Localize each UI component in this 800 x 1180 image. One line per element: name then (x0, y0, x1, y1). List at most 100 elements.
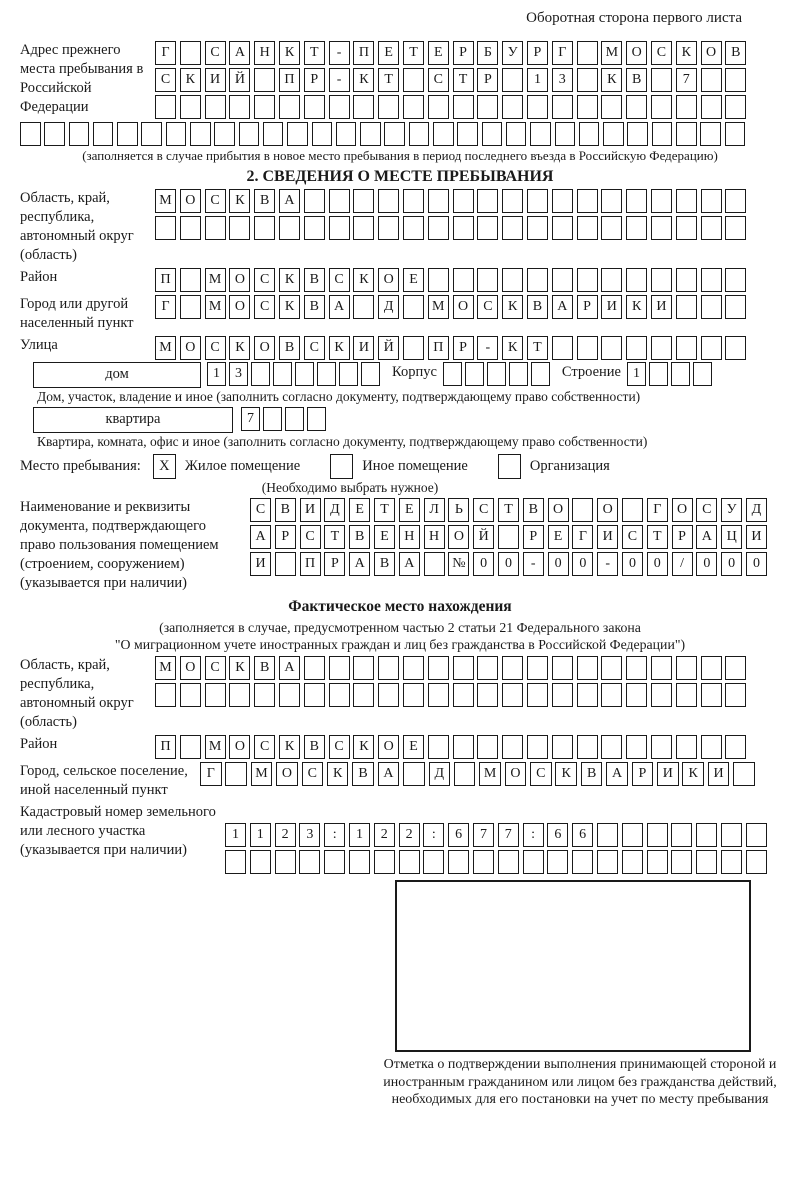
char-cell[interactable] (601, 335, 623, 360)
char-cell[interactable]: П (278, 68, 300, 92)
char-cell[interactable]: 3 (299, 822, 321, 847)
char-cell[interactable]: Г (551, 41, 573, 65)
char-cell[interactable] (457, 122, 478, 146)
char-cell[interactable] (402, 216, 424, 240)
char-cell[interactable] (578, 122, 600, 146)
char-cell[interactable]: 6 (547, 822, 569, 847)
char-cell[interactable]: Р (631, 761, 654, 786)
char-cell[interactable] (361, 361, 380, 386)
char-cell[interactable] (179, 41, 201, 65)
char-cell[interactable]: К (229, 656, 251, 681)
char-cell[interactable]: / (671, 551, 693, 576)
char-cell[interactable] (601, 683, 623, 708)
char-cell[interactable]: П (427, 335, 449, 360)
char-cell[interactable]: 3 (229, 361, 248, 386)
char-cell[interactable] (262, 122, 284, 146)
char-cell[interactable] (596, 849, 618, 874)
char-cell[interactable] (303, 683, 325, 708)
char-cell[interactable] (427, 189, 449, 213)
char-cell[interactable] (339, 361, 358, 386)
char-cell[interactable] (675, 294, 697, 319)
char-cell[interactable] (502, 683, 524, 708)
char-cell[interactable]: Ь (448, 497, 470, 522)
char-cell[interactable] (650, 683, 672, 708)
char-cell[interactable] (551, 95, 573, 119)
char-cell[interactable]: О (276, 761, 298, 786)
char-cell[interactable] (427, 95, 449, 119)
char-cell[interactable]: : (423, 822, 445, 847)
char-cell[interactable]: 1 (626, 361, 646, 386)
char-cell[interactable]: К (229, 189, 251, 213)
char-cell[interactable] (204, 683, 226, 708)
char-cell[interactable]: К (229, 335, 251, 360)
char-cell[interactable]: К (601, 68, 623, 92)
char-cell[interactable]: 0 (473, 551, 495, 576)
char-cell[interactable]: Е (547, 524, 569, 549)
char-cell[interactable] (179, 95, 201, 119)
char-cell[interactable]: - (477, 335, 499, 360)
char-cell[interactable]: Р (522, 524, 544, 549)
char-cell[interactable] (621, 497, 643, 522)
char-cell[interactable] (427, 656, 449, 681)
char-cell[interactable] (650, 267, 672, 292)
char-cell[interactable]: Р (324, 551, 346, 576)
char-cell[interactable]: Р (576, 294, 598, 319)
char-cell[interactable]: А (696, 524, 718, 549)
char-cell[interactable] (423, 849, 445, 874)
char-cell[interactable]: 2 (398, 822, 420, 847)
char-cell[interactable] (646, 849, 668, 874)
char-cell[interactable] (165, 122, 187, 146)
char-cell[interactable]: Е (349, 497, 371, 522)
char-cell[interactable] (551, 734, 573, 759)
char-cell[interactable]: В (526, 294, 548, 319)
char-cell[interactable] (324, 849, 346, 874)
char-cell[interactable] (725, 95, 747, 119)
char-cell[interactable] (576, 41, 598, 65)
char-cell[interactable] (486, 361, 506, 386)
char-cell[interactable] (179, 294, 201, 319)
char-cell[interactable] (530, 361, 550, 386)
char-cell[interactable] (547, 849, 569, 874)
char-cell[interactable]: К (555, 761, 577, 786)
char-cell[interactable]: В (274, 497, 296, 522)
char-cell[interactable] (229, 95, 251, 119)
char-cell[interactable] (442, 361, 462, 386)
char-cell[interactable] (402, 335, 424, 360)
char-cell[interactable]: К (502, 294, 524, 319)
char-cell[interactable] (353, 95, 375, 119)
char-cell[interactable] (502, 656, 524, 681)
char-cell[interactable]: 6 (572, 822, 594, 847)
char-cell[interactable] (551, 335, 573, 360)
char-cell[interactable]: И (745, 524, 767, 549)
char-cell[interactable]: О (448, 524, 470, 549)
char-cell[interactable] (551, 267, 573, 292)
char-cell[interactable]: К (626, 294, 648, 319)
char-cell[interactable] (526, 656, 548, 681)
char-cell[interactable]: С (696, 497, 718, 522)
char-cell[interactable] (700, 216, 722, 240)
char-cell[interactable]: 7 (241, 406, 260, 431)
checkbox-residential[interactable]: X (152, 453, 176, 479)
char-cell[interactable]: М (479, 761, 501, 786)
char-cell[interactable]: Г (646, 497, 668, 522)
char-cell[interactable] (626, 656, 648, 681)
char-cell[interactable] (402, 68, 424, 92)
char-cell[interactable] (477, 216, 499, 240)
char-cell[interactable] (576, 216, 598, 240)
char-cell[interactable] (675, 656, 697, 681)
char-cell[interactable] (373, 849, 395, 874)
char-cell[interactable] (353, 294, 375, 319)
char-cell[interactable]: Т (646, 524, 668, 549)
char-cell[interactable] (725, 216, 747, 240)
char-cell[interactable] (452, 216, 474, 240)
char-cell[interactable]: О (229, 294, 251, 319)
char-cell[interactable] (551, 216, 573, 240)
char-cell[interactable]: В (278, 335, 300, 360)
char-cell[interactable] (328, 656, 350, 681)
char-cell[interactable]: Б (477, 41, 499, 65)
char-cell[interactable] (225, 849, 246, 874)
char-cell[interactable] (477, 95, 499, 119)
char-cell[interactable] (650, 656, 672, 681)
char-cell[interactable]: И (204, 68, 226, 92)
char-cell[interactable]: И (353, 335, 375, 360)
